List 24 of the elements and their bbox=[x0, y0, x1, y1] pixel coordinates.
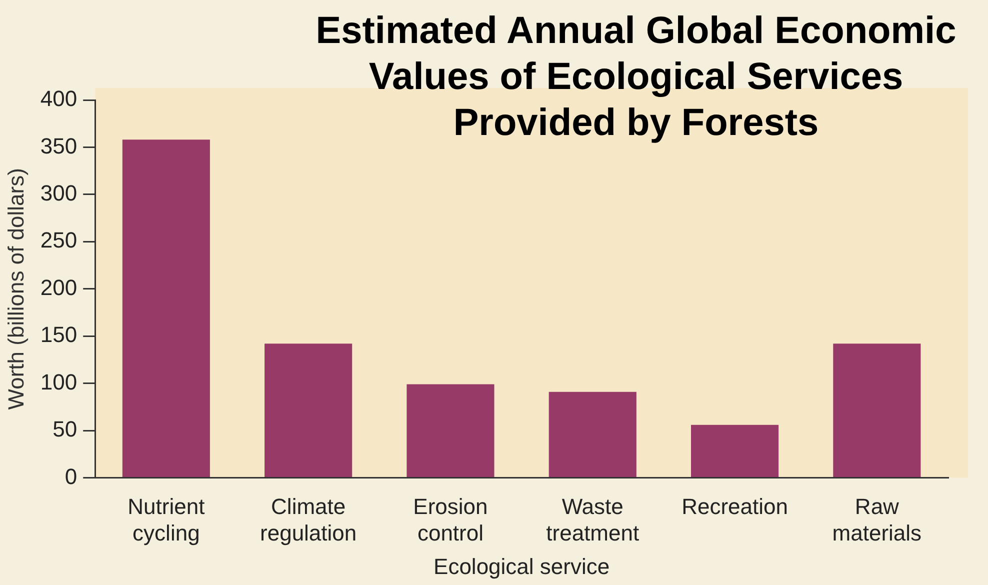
bar bbox=[122, 140, 210, 478]
bar bbox=[548, 392, 636, 478]
x-tick-label: Climate regulation bbox=[260, 494, 357, 546]
y-tick-label: 100 bbox=[40, 369, 78, 394]
y-tick-label: 150 bbox=[40, 322, 78, 348]
y-tick-label: 400 bbox=[40, 86, 78, 112]
y-tick-label: 300 bbox=[40, 180, 78, 206]
x-tick-label: Raw materials bbox=[832, 494, 922, 546]
y-tick-label: 350 bbox=[40, 133, 78, 158]
bar bbox=[833, 344, 921, 478]
bar bbox=[406, 384, 494, 478]
x-tick-label: Recreation bbox=[682, 494, 788, 520]
x-tick-label: Waste treatment bbox=[546, 494, 640, 546]
chart-title: Estimated Annual Global Economic Values of Ecological Services Provided by Forests bbox=[314, 9, 958, 146]
x-tick-label: Erosion control bbox=[413, 494, 488, 546]
y-tick-label: 0 bbox=[64, 464, 78, 489]
y-axis-title: Worth (billions of dollars) bbox=[3, 168, 28, 410]
bar bbox=[690, 424, 779, 478]
y-tick-label: 50 bbox=[52, 416, 78, 442]
x-axis-title: Ecological service bbox=[434, 554, 610, 579]
y-tick-label: 200 bbox=[40, 274, 78, 300]
x-tick-label: Nutrient cycling bbox=[128, 494, 205, 546]
y-tick-label: 250 bbox=[40, 228, 78, 253]
bar bbox=[264, 344, 352, 478]
